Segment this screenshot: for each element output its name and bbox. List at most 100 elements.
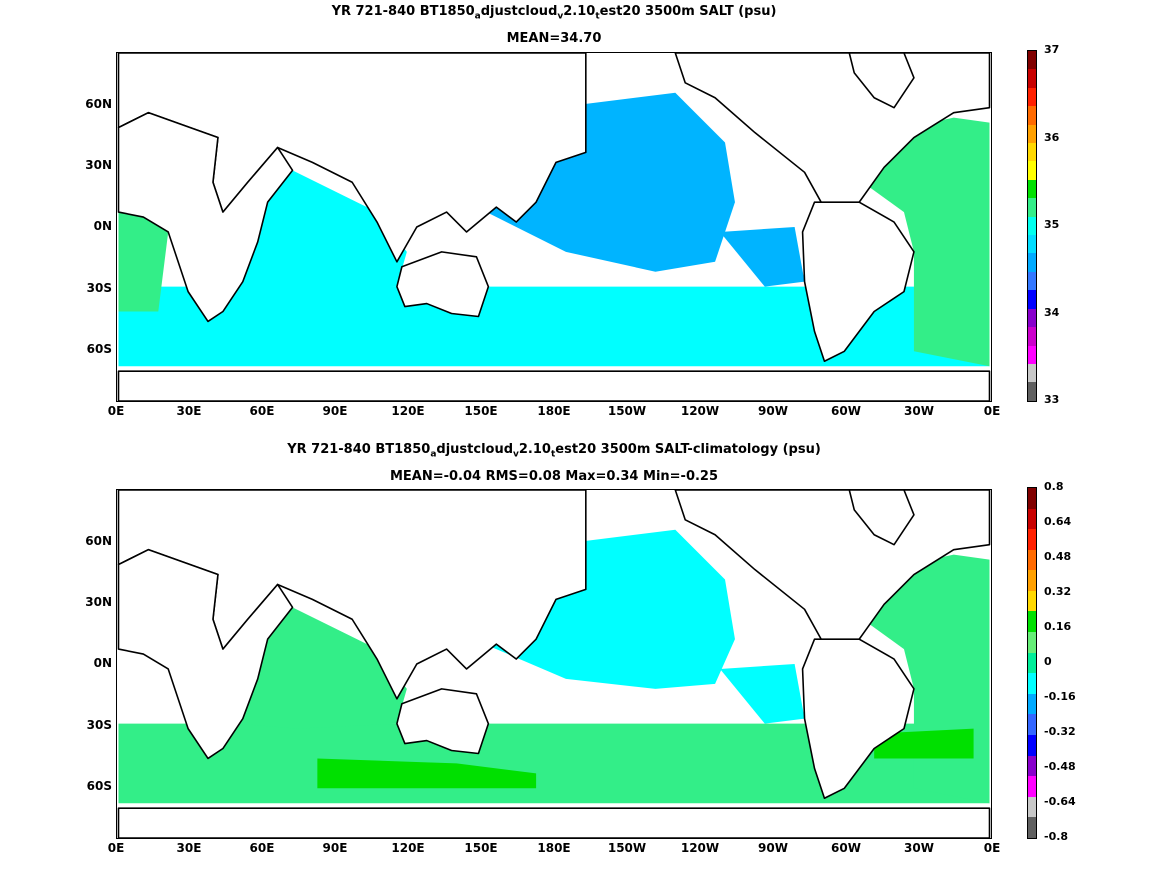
greenland-land [848, 490, 915, 546]
colorbar-swatch [1028, 382, 1036, 401]
colorbar-swatch [1028, 69, 1036, 88]
africa-land [117, 111, 294, 323]
colorbar [1027, 487, 1037, 839]
y-tick-label: 30S [86, 718, 112, 732]
x-tick-label: 60E [249, 841, 275, 855]
x-tick-label: 30E [176, 841, 202, 855]
panel2-title: YR 721-840 BT1850adjustcloudv2.10test20 … [287, 442, 821, 460]
colorbar-swatch [1028, 143, 1036, 162]
map-canvas [117, 53, 991, 401]
east-pacific-field [720, 664, 805, 724]
colorbar-swatch [1028, 570, 1036, 591]
x-tick-label: 0E [983, 404, 1001, 418]
antarctica-land [117, 807, 991, 838]
colorbar-label: -0.16 [1044, 690, 1076, 703]
x-tick-label: 150W [607, 404, 647, 418]
colorbar-swatch [1028, 508, 1036, 530]
x-tick-label: 120W [680, 841, 720, 855]
east-pacific-field [720, 227, 805, 287]
colorbar-swatch [1028, 308, 1036, 328]
atlantic-green-patch [874, 728, 974, 759]
x-tick-label: 90E [322, 841, 348, 855]
colorbar-swatch [1028, 529, 1036, 550]
southern-green-patch [317, 758, 537, 789]
colorbar-label: 37 [1044, 43, 1060, 56]
south-america-land [801, 638, 915, 800]
colorbar-swatch [1028, 363, 1036, 383]
colorbar-swatch [1028, 87, 1036, 107]
x-tick-label: 30W [904, 404, 934, 418]
colorbar-swatch [1028, 590, 1036, 612]
x-tick-label: 120E [391, 841, 425, 855]
x-tick-label: 150W [607, 841, 647, 855]
y-tick-label: 0N [93, 219, 112, 233]
colorbar-swatch [1028, 755, 1036, 777]
colorbar-label: 0 [1044, 655, 1052, 668]
greenland-land [848, 53, 915, 109]
y-tick-label: 0N [93, 656, 112, 670]
antarctica-land [117, 370, 991, 401]
colorbar-swatch [1028, 51, 1036, 70]
y-tick-label: 30S [86, 281, 112, 295]
x-tick-label: 60W [831, 404, 861, 418]
colorbar-label: -0.32 [1044, 725, 1076, 738]
colorbar-swatch [1028, 549, 1036, 571]
colorbar-label: 33 [1044, 393, 1060, 406]
colorbar-label: 0.64 [1044, 515, 1072, 528]
panel1-title: YR 721-840 BT1850adjustcloudv2.10test20 … [331, 4, 777, 22]
x-tick-label: 120E [391, 404, 425, 418]
x-tick-label: 90W [758, 841, 788, 855]
x-tick-label: 0E [983, 841, 1001, 855]
colorbar-swatch [1028, 673, 1036, 694]
colorbar-swatch [1028, 106, 1036, 125]
x-tick-label: 0E [107, 404, 125, 418]
x-tick-label: 150E [464, 841, 498, 855]
x-tick-label: 180E [537, 841, 571, 855]
map-canvas [117, 490, 991, 838]
x-tick-label: 90E [322, 404, 348, 418]
colorbar-swatch [1028, 776, 1036, 797]
y-tick-label: 60N [85, 97, 112, 111]
colorbar-swatch [1028, 235, 1036, 254]
colorbar-label: 0.32 [1044, 585, 1072, 598]
colorbar-swatch [1028, 216, 1036, 236]
colorbar-label: 0.48 [1044, 550, 1072, 563]
colorbar [1027, 50, 1037, 402]
x-tick-label: 30E [176, 404, 202, 418]
panel1-stats: MEAN=34.70 [506, 31, 602, 46]
colorbar-label: 35 [1044, 218, 1060, 231]
colorbar-label: -0.48 [1044, 760, 1076, 773]
colorbar-label: 0.8 [1044, 480, 1064, 493]
panel2-stats: MEAN=-0.04 RMS=0.08 Max=0.34 Min=-0.25 [389, 469, 719, 484]
panel2-anomaly-map [116, 489, 992, 839]
colorbar-swatch [1028, 345, 1036, 364]
y-tick-label: 30N [85, 158, 112, 172]
colorbar-label: -0.8 [1044, 830, 1069, 843]
colorbar-swatch [1028, 611, 1036, 633]
x-tick-label: 180E [537, 404, 571, 418]
south-ocean-band [118, 286, 990, 367]
x-tick-label: 120W [680, 404, 720, 418]
colorbar-swatch [1028, 124, 1036, 144]
y-tick-label: 30N [85, 595, 112, 609]
colorbar-swatch [1028, 796, 1036, 818]
australia-land [396, 251, 490, 318]
colorbar-swatch [1028, 693, 1036, 715]
colorbar-swatch [1028, 271, 1036, 291]
australia-land [396, 688, 490, 755]
colorbar-swatch [1028, 714, 1036, 735]
colorbar-label: 36 [1044, 130, 1060, 144]
colorbar-swatch [1028, 290, 1036, 309]
colorbar-label: -0.64 [1044, 795, 1076, 808]
atlantic-field [814, 117, 990, 367]
colorbar-swatch [1028, 632, 1036, 653]
south-america-land [801, 201, 915, 363]
colorbar-swatch [1028, 253, 1036, 272]
colorbar-swatch [1028, 488, 1036, 509]
y-tick-label: 60S [86, 342, 112, 356]
panel1-salinity-map [116, 52, 992, 402]
x-tick-label: 90W [758, 404, 788, 418]
colorbar-label: 0.16 [1044, 620, 1072, 633]
colorbar-swatch [1028, 161, 1036, 180]
x-tick-label: 150E [464, 404, 498, 418]
